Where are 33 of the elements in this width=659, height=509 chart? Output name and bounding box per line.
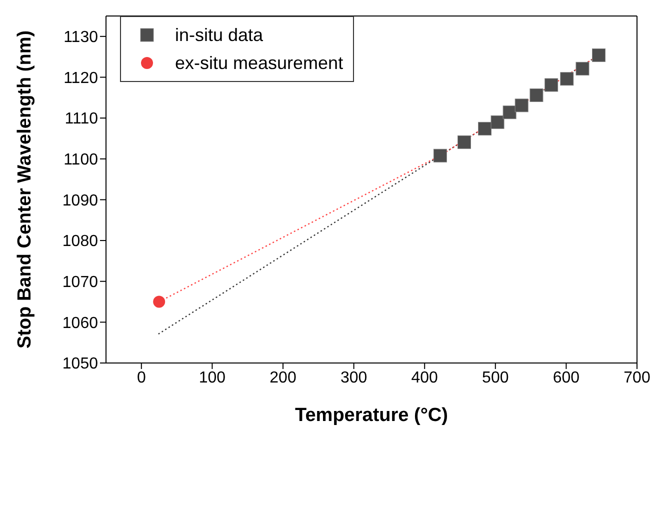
x-tick-label: 200 bbox=[270, 369, 296, 386]
x-tick-label: 100 bbox=[198, 369, 226, 386]
y-tick-label: 1100 bbox=[64, 152, 98, 169]
x-tick-label: 400 bbox=[411, 369, 438, 386]
y-tick-label: 1060 bbox=[62, 314, 98, 332]
y-tick-label: 1130 bbox=[64, 29, 98, 46]
point bbox=[502, 106, 516, 120]
point bbox=[458, 135, 471, 149]
point bbox=[490, 115, 504, 129]
y-tick-label: 1110 bbox=[64, 110, 98, 128]
point bbox=[433, 148, 447, 162]
x-tick-label: 0 bbox=[136, 369, 146, 386]
point bbox=[576, 62, 590, 76]
x-tick-label: 600 bbox=[552, 369, 580, 386]
point bbox=[153, 296, 166, 308]
y-tick-label: 1090 bbox=[62, 192, 98, 210]
y-tick-label: 1070 bbox=[62, 274, 98, 292]
point bbox=[560, 72, 574, 86]
point bbox=[514, 98, 528, 112]
y-tick-label: 1120 bbox=[64, 70, 98, 87]
x-axis-title: Temperature (°C) bbox=[295, 405, 448, 426]
y-tick-label: 1080 bbox=[62, 233, 98, 250]
point bbox=[478, 122, 492, 136]
x-tick-label: 300 bbox=[340, 369, 368, 386]
legend-label: in-situ data bbox=[175, 24, 264, 46]
point bbox=[592, 48, 606, 62]
y-tick-label: 1050 bbox=[62, 356, 98, 373]
x-tick-label: 700 bbox=[624, 369, 650, 386]
x-tick-label: 500 bbox=[482, 369, 509, 386]
y-axis-title: Stop Band Center Wavelength (nm) bbox=[14, 30, 36, 349]
legend-label: ex-situ measurement bbox=[175, 52, 344, 74]
point bbox=[530, 88, 544, 102]
point bbox=[544, 78, 558, 92]
